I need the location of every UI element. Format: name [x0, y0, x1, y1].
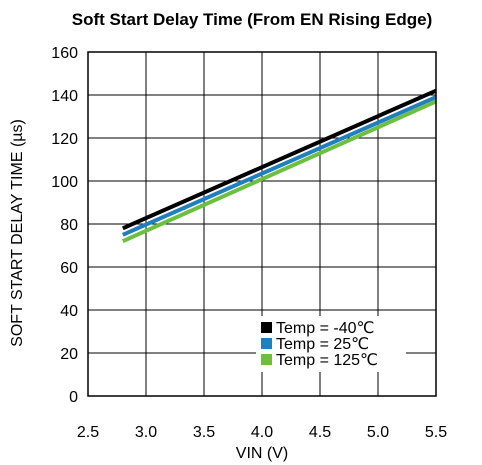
chart-title: Soft Start Delay Time (From EN Rising Ed…: [72, 10, 433, 29]
x-tick-label: 5.5: [425, 424, 447, 441]
legend-label: Temp = -40℃: [276, 320, 374, 337]
y-tick-label: 140: [51, 88, 78, 105]
y-tick-label: 100: [51, 174, 78, 191]
x-tick-label: 4.5: [309, 424, 331, 441]
y-tick-label: 0: [69, 389, 78, 406]
legend-label: Temp = 125℃: [276, 352, 378, 369]
x-tick-label: 3.5: [193, 424, 215, 441]
legend-background: [256, 316, 406, 372]
y-axis-label: SOFT START DELAY TIME (µs): [9, 119, 26, 347]
y-tick-label: 60: [60, 260, 78, 277]
legend-swatch: [261, 338, 272, 349]
y-tick-label: 160: [51, 45, 78, 62]
y-tick-label: 40: [60, 303, 78, 320]
x-tick-label: 5.0: [367, 424, 389, 441]
series-layer: [121, 88, 437, 244]
legend-swatch: [261, 354, 272, 365]
y-tick-label: 80: [60, 217, 78, 234]
series-line-2: [121, 95, 437, 237]
series-line-1: [121, 88, 437, 231]
tick-labels: 2.5 3.0 3.5 4.0 4.5 5.0 5.5 0 20 40 60 80 100 120 140 1…: [51, 45, 447, 441]
y-tick-label: 120: [51, 131, 78, 148]
legend-swatch: [261, 322, 272, 333]
legend-label: Temp = 25℃: [276, 336, 369, 353]
series-line-3: [121, 99, 437, 244]
x-tick-label: 2.5: [77, 424, 99, 441]
y-tick-label: 20: [60, 346, 78, 363]
plot-frame: [87, 51, 437, 397]
x-axis-label: VIN (V): [236, 445, 288, 462]
x-tick-label: 4.0: [251, 424, 273, 441]
x-tick-label: 3.0: [135, 424, 157, 441]
